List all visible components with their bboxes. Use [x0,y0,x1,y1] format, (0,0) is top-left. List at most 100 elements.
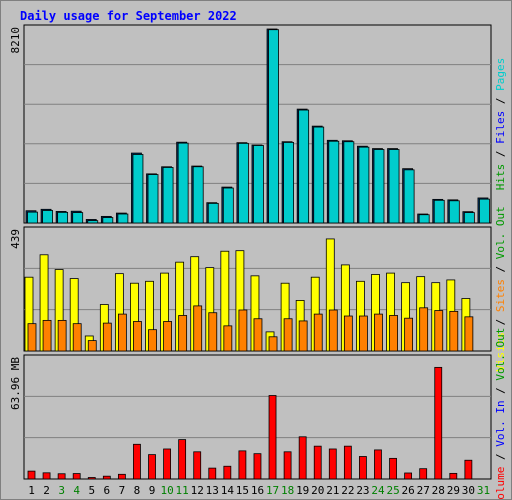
bar-files-day-20 [313,126,325,224]
bar-files-day-6 [102,217,114,224]
bar-sites-day-7 [117,313,127,352]
bar-files-day-13 [207,202,219,224]
bar-sites-day-4 [72,323,82,352]
bar-sites-day-17 [268,336,278,352]
x-tick-label-day-23: 23 [356,484,369,497]
bar-files-day-11 [177,142,189,224]
bar-files-day-7 [117,213,129,224]
bar-files-day-18 [283,142,294,224]
bar-files-day-15 [238,142,249,224]
x-tick-label-day-31: 31 [477,484,490,497]
y-max-label: 8210 [9,27,22,54]
bar-sites-day-9 [148,329,157,352]
bar-volume-day-12 [193,451,202,480]
x-tick-label-day-20: 20 [311,484,324,497]
bar-files-day-1 [27,211,38,224]
bar-sites-day-27 [419,307,429,352]
bar-volume-day-29 [449,472,458,480]
bar-volume-day-27 [419,468,428,480]
x-tick-label-day-17: 17 [266,484,279,497]
bar-files-day-31 [479,198,490,224]
bar-volume-day-22 [343,445,352,480]
bar-files-day-16 [253,145,264,224]
x-tick-label-day-21: 21 [326,484,339,497]
x-tick-label-day-13: 13 [206,484,219,497]
bar-files-day-23 [358,146,370,224]
x-tick-label-day-10: 10 [160,484,173,497]
bar-files-day-24 [373,149,385,224]
bar-files-day-28 [433,199,445,224]
bar-volume-day-4 [72,473,81,480]
x-tick-label-day-29: 29 [447,484,460,497]
bar-volume-day-5 [87,477,96,480]
bar-sites-day-19 [298,320,308,352]
x-tick-label-day-6: 6 [104,484,111,497]
bar-volume-day-1 [27,470,36,480]
legend-entry: Files [494,111,507,144]
x-tick-label-day-14: 14 [221,484,235,497]
x-tick-label-day-7: 7 [119,484,126,497]
x-tick-label-day-19: 19 [296,484,309,497]
legend-entry: Volume [494,467,507,499]
x-tick-label-day-12: 12 [191,484,204,497]
bar-volume-day-9 [148,454,156,480]
bar-volume-day-19 [298,436,307,480]
bar-volume-day-26 [404,472,413,480]
legend-bottom: Volume / Vol. In / Vol. Out [494,328,507,499]
legend-entry: / [494,91,507,111]
bar-sites-day-26 [404,317,414,352]
bar-sites-day-10 [163,321,172,352]
bar-volume-day-28 [434,366,443,480]
bar-sites-day-12 [193,305,203,352]
bar-volume-day-3 [57,473,66,480]
legend-entry: Sites [494,279,507,312]
legend-middle: Visits / Sites / Vol. Out [494,206,507,372]
bar-sites-day-23 [359,315,368,352]
legend-entry: Vol. Out [494,328,507,381]
bar-files-day-27 [418,214,430,224]
bar-files-day-30 [463,212,475,224]
bar-files-day-4 [72,212,84,224]
bar-files-day-19 [298,109,310,224]
bar-sites-day-1 [27,323,37,352]
bar-files-day-10 [162,167,174,224]
legend-entry: Vol. In [494,400,507,446]
x-tick-label-day-18: 18 [281,484,294,497]
legend-top: Hits / Files / Pages [494,58,507,191]
x-tick-label-day-3: 3 [58,484,65,497]
bar-volume-day-25 [389,457,397,480]
bar-files-day-9 [147,174,159,224]
bar-volume-day-30 [464,459,473,480]
bar-volume-day-15 [238,450,247,480]
legend-entry: Pages [494,58,507,91]
bar-volume-day-7 [117,473,126,480]
bar-volume-day-14 [223,465,232,480]
bar-volume-day-23 [359,456,367,480]
bar-files-day-22 [343,141,355,224]
bar-volume-day-13 [208,467,217,480]
x-tick-label-day-28: 28 [432,484,445,497]
bar-files-day-8 [132,154,144,224]
bar-sites-day-3 [57,319,67,352]
bar-volume-day-18 [283,451,292,480]
x-tick-label-day-9: 9 [149,484,156,497]
bar-sites-day-21 [328,309,338,352]
x-tick-label-day-16: 16 [251,484,264,497]
bar-volume-day-24 [374,449,382,480]
legend-entry: / [494,381,507,401]
bar-sites-day-14 [223,325,233,352]
bar-files-day-14 [222,187,234,224]
bar-files-day-3 [57,211,69,224]
bar-sites-day-16 [253,318,263,352]
bar-sites-day-25 [389,315,398,352]
bar-sites-day-5 [87,340,97,352]
x-tick-label-day-24: 24 [371,484,385,497]
bar-volume-day-17 [268,395,277,480]
bar-volume-day-21 [328,448,337,480]
legend-entry: / [494,259,507,279]
x-tick-label-day-27: 27 [417,484,430,497]
bar-sites-day-20 [313,313,323,352]
x-tick-label-day-26: 26 [402,484,415,497]
